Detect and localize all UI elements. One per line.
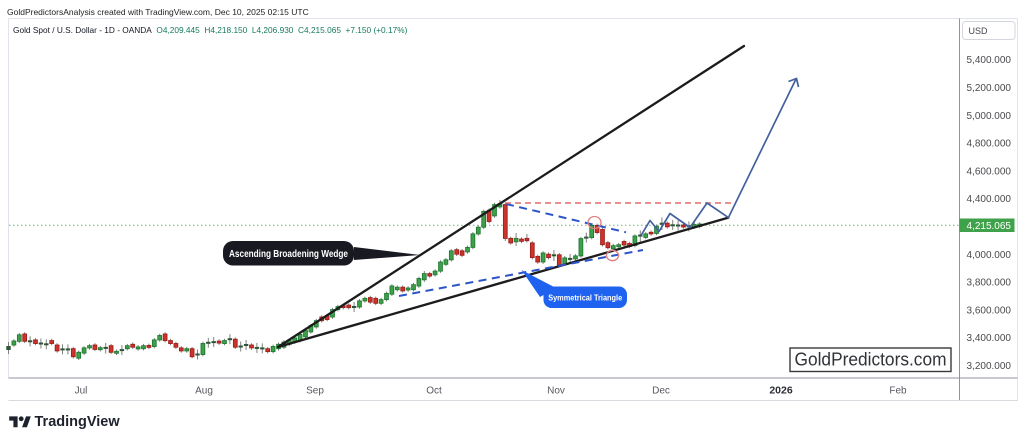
svg-text:3,600.000: 3,600.000 (967, 305, 1012, 316)
svg-text:2026: 2026 (769, 385, 793, 397)
svg-text:Sep: Sep (306, 386, 324, 397)
svg-text:GoldPredictors.com: GoldPredictors.com (795, 349, 947, 370)
svg-text:Ascending Broadening Wedge: Ascending Broadening Wedge (229, 248, 348, 260)
svg-text:Dec: Dec (652, 386, 670, 397)
svg-text:5,000.000: 5,000.000 (967, 111, 1012, 122)
svg-text:4,400.000: 4,400.000 (967, 194, 1012, 205)
svg-text:3,400.000: 3,400.000 (967, 333, 1012, 344)
svg-text:4,000.000: 4,000.000 (967, 250, 1012, 261)
svg-text:3,200.000: 3,200.000 (967, 361, 1012, 372)
svg-text:5,200.000: 5,200.000 (967, 83, 1012, 94)
svg-text:4,800.000: 4,800.000 (967, 139, 1012, 150)
svg-text:Jul: Jul (75, 386, 88, 397)
svg-text:USD: USD (969, 26, 989, 36)
svg-text:Symmetrical Triangle: Symmetrical Triangle (548, 293, 622, 303)
svg-text:4,600.000: 4,600.000 (967, 166, 1012, 177)
svg-text:Nov: Nov (547, 386, 565, 397)
svg-text:3,800.000: 3,800.000 (967, 278, 1012, 289)
svg-text:Feb: Feb (889, 386, 907, 397)
svg-text:Oct: Oct (426, 386, 442, 397)
svg-text:5,400.000: 5,400.000 (967, 55, 1012, 66)
svg-text:4,215.065: 4,215.065 (967, 221, 1012, 232)
svg-text:Aug: Aug (195, 386, 213, 397)
